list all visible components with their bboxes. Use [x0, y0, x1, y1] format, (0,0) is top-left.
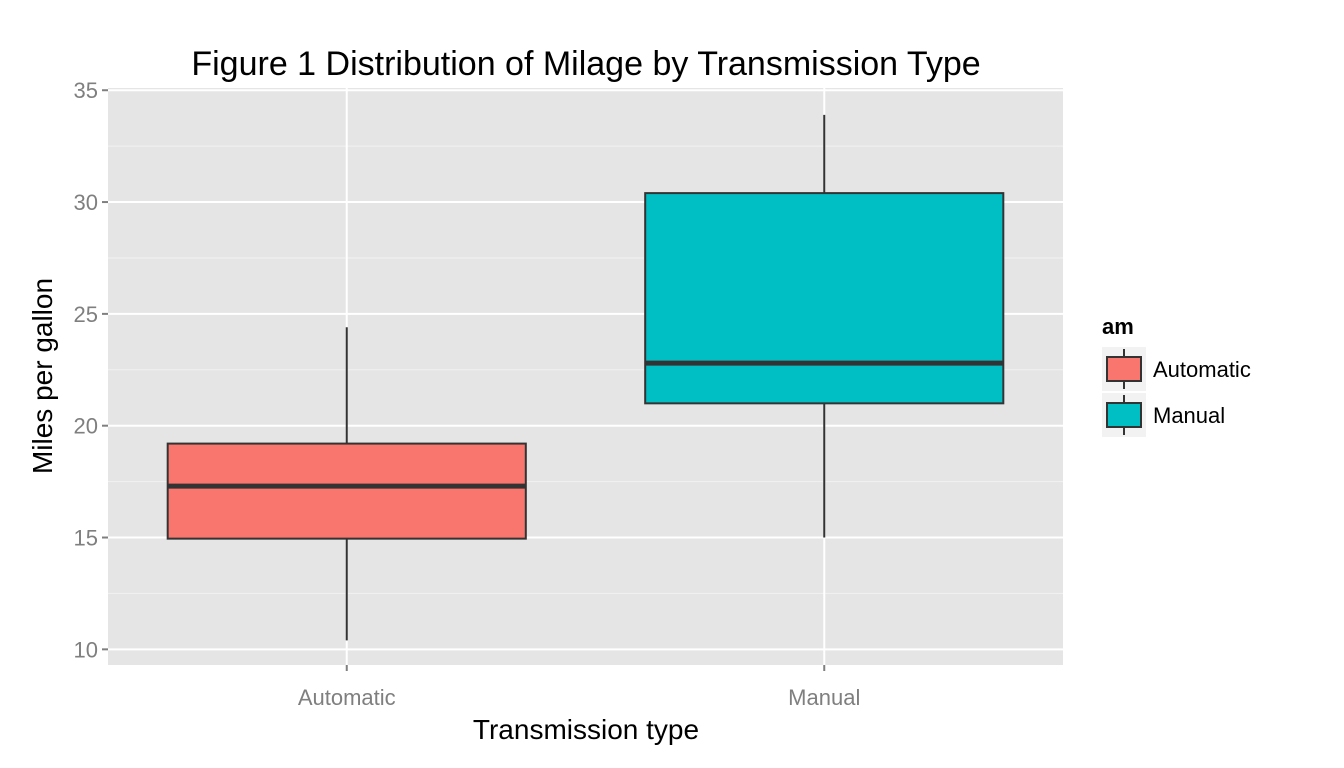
box-manual [644, 114, 1005, 538]
x-tick-label: Manual [788, 685, 860, 710]
legend-label: Manual [1153, 403, 1225, 428]
y-axis-title: Miles per gallon [27, 278, 58, 474]
x-axis: Automatic Manual [298, 665, 860, 710]
y-tick-label: 25 [74, 302, 98, 327]
y-tick-label: 20 [74, 414, 98, 439]
y-tick-label: 30 [74, 190, 98, 215]
y-tick-label: 10 [74, 637, 98, 662]
box-iqr [166, 442, 527, 540]
x-tick-label: Automatic [298, 685, 396, 710]
legend-swatch [1106, 402, 1142, 428]
boxes-layer [166, 114, 1005, 641]
x-axis-title: Transmission type [473, 714, 699, 745]
legend-entry-manual: Manual [1102, 393, 1225, 437]
legend-swatch [1106, 356, 1142, 382]
box-automatic [166, 327, 527, 641]
y-tick-label: 15 [74, 526, 98, 551]
chart-title: Figure 1 Distribution of Milage by Trans… [191, 45, 980, 83]
legend-title: am [1102, 314, 1134, 339]
legend-label: Automatic [1153, 357, 1251, 382]
box-iqr [644, 192, 1005, 405]
legend: am Automatic Manual [1102, 314, 1251, 437]
legend-entry-automatic: Automatic [1102, 347, 1251, 391]
y-axis: 10 15 20 25 30 35 [74, 78, 108, 662]
y-tick-label: 35 [74, 78, 98, 103]
